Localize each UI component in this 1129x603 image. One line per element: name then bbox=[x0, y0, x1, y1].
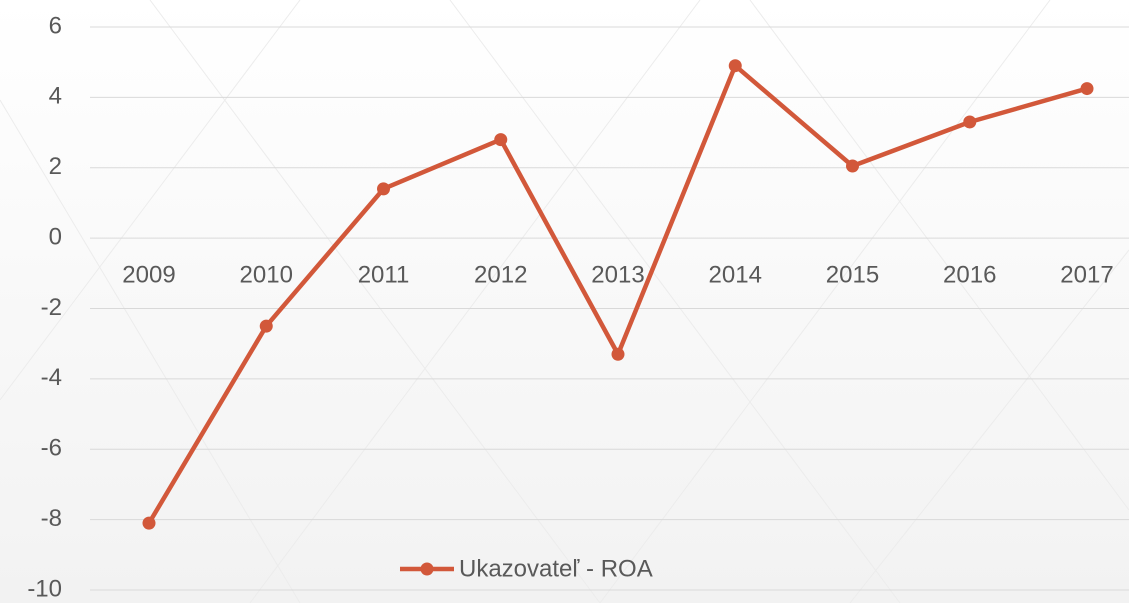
y-tick-label: 0 bbox=[49, 223, 62, 250]
x-tick-label: 2011 bbox=[358, 261, 410, 288]
y-tick-label: 6 bbox=[49, 12, 62, 39]
data-point bbox=[728, 59, 742, 73]
data-point bbox=[611, 347, 625, 361]
data-point bbox=[377, 182, 390, 196]
data-point bbox=[259, 319, 273, 333]
x-tick-label: 2014 bbox=[709, 261, 762, 288]
x-tick-label: 2012 bbox=[474, 261, 527, 288]
x-tick-label: 2015 bbox=[826, 261, 879, 288]
data-point bbox=[963, 115, 977, 129]
x-tick-label: 2013 bbox=[591, 261, 644, 288]
data-point bbox=[142, 516, 156, 530]
y-tick-label: 2 bbox=[49, 153, 62, 180]
data-point bbox=[494, 133, 508, 147]
x-tick-label: 2016 bbox=[943, 261, 996, 288]
data-point bbox=[1080, 82, 1094, 96]
legend-label: Ukazovateľ - ROA bbox=[459, 555, 653, 582]
y-tick-label: -2 bbox=[41, 294, 62, 321]
x-tick-label: 2009 bbox=[122, 261, 175, 288]
y-tick-label: -4 bbox=[41, 364, 62, 391]
y-tick-label: -10 bbox=[27, 575, 62, 602]
data-point bbox=[846, 159, 859, 173]
x-tick-label: 2010 bbox=[240, 261, 293, 288]
y-tick-label: -6 bbox=[41, 435, 62, 462]
y-tick-label: -8 bbox=[41, 505, 62, 532]
x-tick-label: 2017 bbox=[1060, 261, 1113, 288]
series-line bbox=[147, 63, 1088, 525]
legend-marker bbox=[420, 562, 434, 576]
y-tick-label: 4 bbox=[49, 83, 62, 110]
